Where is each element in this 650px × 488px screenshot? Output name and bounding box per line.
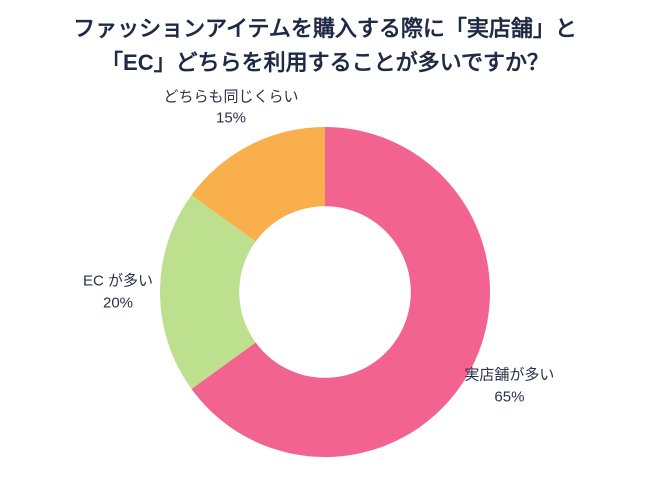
donut-slice-1: [191, 127, 491, 457]
chart-title-line2: 「EC」どちらを利用することが多いですか？: [101, 50, 549, 76]
chart-title-line1: ファッションアイテムを購入する際に「実店舗」と: [73, 16, 577, 41]
donut-slice-3: [191, 127, 325, 242]
donut-slice-2: [159, 195, 256, 389]
chart-title: ファッションアイテムを購入する際に「実店舗」と 「EC」どちらを利用することが多…: [0, 0, 650, 80]
